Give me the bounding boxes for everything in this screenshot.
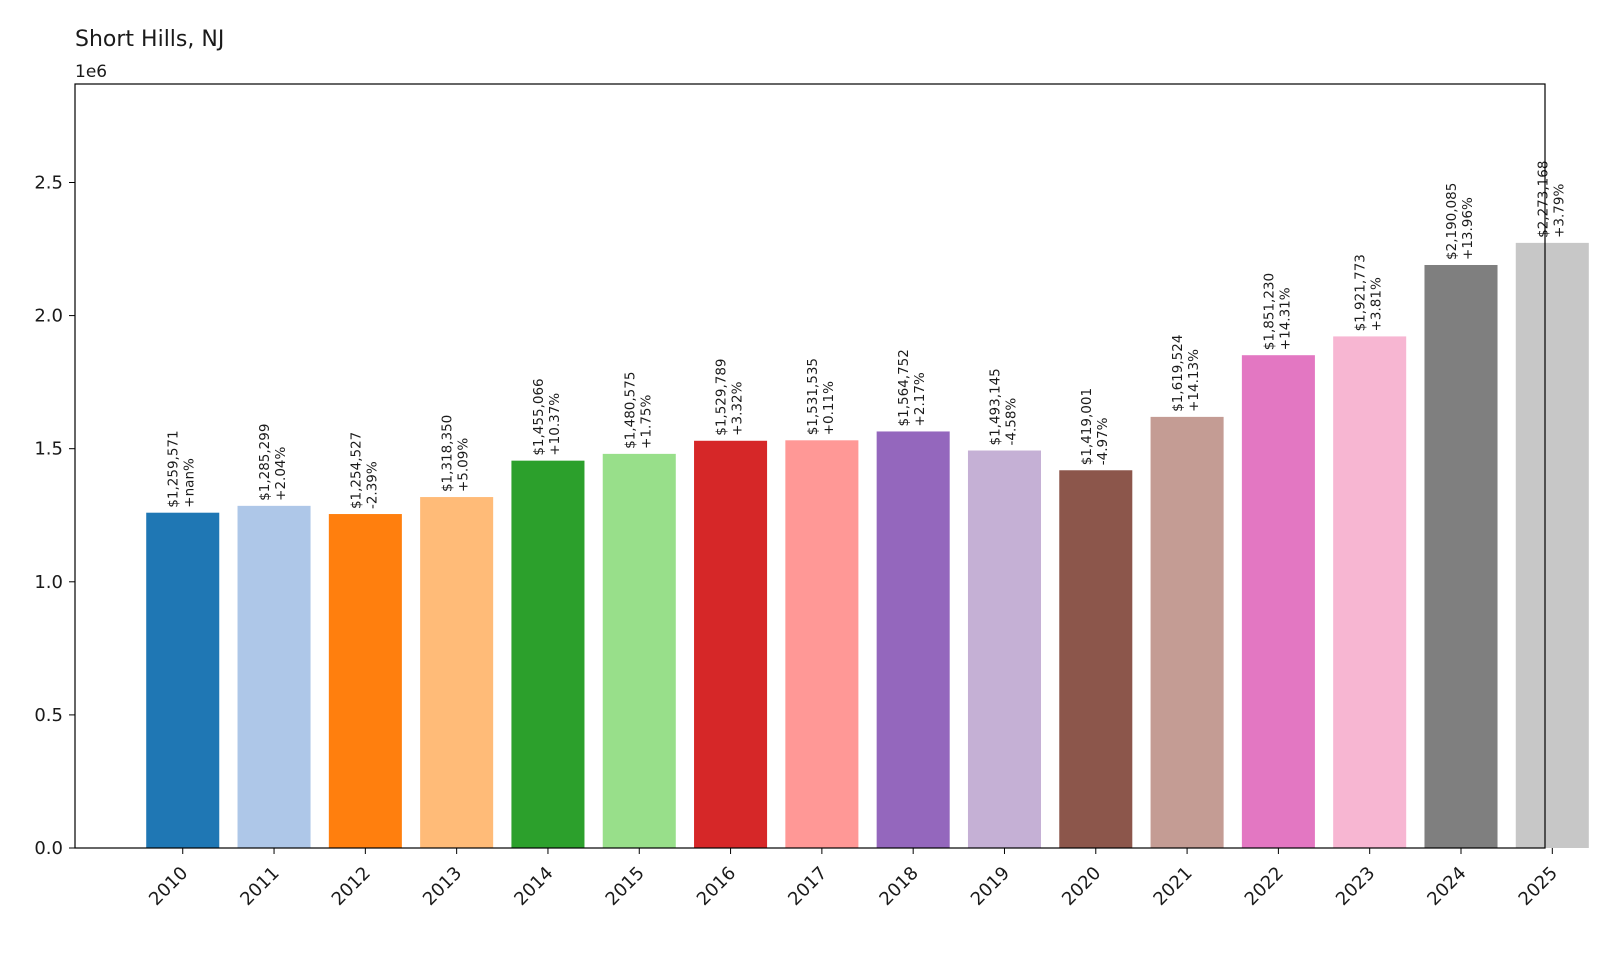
bar-change-label-2022: +14.31% (1277, 287, 1293, 350)
bar-value-label-2014: $1,455,066 (531, 378, 547, 455)
bar-2024 (1424, 264, 1498, 848)
bar-change-label-2024: +13.96% (1460, 197, 1476, 260)
bar-value-label-2015: $1,480,575 (622, 372, 638, 449)
y-tick-label-0.0: 0.0 (34, 838, 63, 859)
bar-value-label-2016: $1,529,789 (714, 358, 730, 435)
x-tick-label-2015: 2015 (602, 863, 649, 910)
bar-2018 (876, 431, 950, 848)
bar-2016 (694, 440, 768, 848)
bar-value-label-2017: $1,531,535 (805, 358, 821, 435)
y-tick-label-1.0: 1.0 (34, 572, 63, 593)
bar-change-label-2021: +14.13% (1186, 349, 1202, 412)
bar-2022 (1241, 355, 1315, 848)
bar-2010 (146, 512, 220, 848)
bar-value-label-2020: $1,419,001 (1079, 388, 1095, 465)
bar-2025 (1515, 242, 1589, 848)
x-tick-label-2024: 2024 (1423, 863, 1470, 910)
bar-change-label-2019: -4.58% (1003, 398, 1019, 446)
bar-value-label-2021: $1,619,524 (1170, 335, 1186, 412)
bar-value-label-2010: $1,259,571 (166, 430, 182, 507)
x-tick-label-2011: 2011 (236, 863, 283, 910)
bar-change-label-2023: +3.81% (1369, 277, 1385, 331)
bar-2012 (328, 514, 402, 848)
bar-2020 (1059, 470, 1133, 848)
x-tick-label-2013: 2013 (419, 863, 466, 910)
bar-2017 (785, 440, 859, 848)
x-tick-label-2025: 2025 (1515, 863, 1562, 910)
bar-2019 (967, 450, 1041, 848)
bar-value-label-2022: $1,851,230 (1261, 273, 1277, 350)
bar-change-label-2016: +3.32% (730, 381, 746, 435)
x-tick-label-2017: 2017 (784, 863, 831, 910)
x-tick-label-2010: 2010 (145, 863, 192, 910)
bars-group (146, 242, 1589, 848)
x-tick-label-2018: 2018 (875, 863, 922, 910)
bar-value-label-2024: $2,190,085 (1444, 183, 1460, 260)
x-tick-label-2016: 2016 (693, 863, 740, 910)
bar-change-label-2025: +3.79% (1551, 184, 1567, 238)
bar-change-label-2015: +1.75% (638, 394, 654, 448)
bar-change-label-2017: +0.11% (821, 381, 837, 435)
bar-labels-group: $1,259,571 +nan% $1,285,299 +2.04% $1,254,52… (166, 161, 1568, 509)
x-tick-label-2021: 2021 (1149, 863, 1196, 910)
y-tick-label-2.5: 2.5 (34, 172, 63, 193)
bar-2011 (237, 505, 311, 848)
bar-change-label-2020: -4.97% (1095, 417, 1111, 465)
bar-value-label-2025: $2,273,168 (1535, 161, 1551, 238)
bar-change-label-2014: +10.37% (547, 393, 563, 456)
plot-frame (74, 83, 1546, 849)
bar-value-label-2012: $1,254,527 (348, 432, 364, 509)
bar-value-label-2019: $1,493,145 (987, 368, 1003, 445)
chart-title: Short Hills, NJ (75, 27, 224, 52)
x-tick-label-2022: 2022 (1241, 863, 1288, 910)
bar-change-label-2011: +2.04% (273, 446, 289, 500)
bar-2021 (1150, 416, 1224, 848)
x-tick-label-2020: 2020 (1058, 863, 1105, 910)
bar-value-label-2023: $1,921,773 (1353, 254, 1369, 331)
bar-2013 (420, 497, 494, 848)
bar-2023 (1333, 336, 1407, 848)
x-tick-label-2023: 2023 (1332, 863, 1379, 910)
x-tick-label-2012: 2012 (328, 863, 375, 910)
bar-value-label-2013: $1,318,350 (440, 415, 456, 492)
bar-change-label-2018: +2.17% (912, 372, 928, 426)
bar-change-label-2012: -2.39% (364, 461, 380, 509)
bar-value-label-2018: $1,564,752 (896, 349, 912, 426)
x-tick-label-2014: 2014 (510, 863, 557, 910)
y-axis-offset-label: 1e6 (75, 62, 107, 82)
bar-2015 (602, 453, 676, 848)
bar-value-label-2011: $1,285,299 (257, 424, 273, 501)
bar-change-label-2010: +nan% (182, 458, 198, 508)
y-tick-label-1.5: 1.5 (34, 439, 63, 460)
y-tick-label-0.5: 0.5 (34, 705, 63, 726)
x-tick-label-2019: 2019 (967, 863, 1014, 910)
bar-2014 (511, 460, 585, 848)
y-tick-label-2.0: 2.0 (34, 306, 63, 327)
bar-change-label-2013: +5.09% (456, 438, 472, 492)
